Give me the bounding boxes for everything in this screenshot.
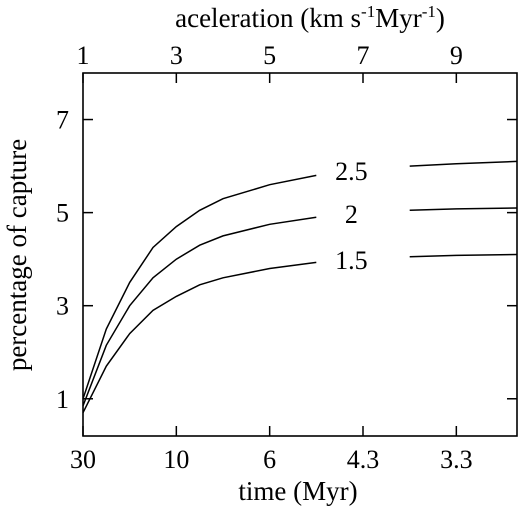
top-tick-label: 5 [263, 41, 276, 70]
curve-1.5-tail [409, 253, 518, 258]
tick-labels: 1 30 3 10 5 6 7 4.3 9 3.3 1 3 5 7 [56, 41, 473, 474]
x-tick-label: 10 [163, 445, 189, 474]
x-tick-label: 30 [70, 445, 96, 474]
curve-2.5-tail [409, 160, 518, 167]
top-axis-label-end: ) [436, 3, 445, 33]
ticks [82, 73, 517, 436]
top-axis-label-mid: Myr [375, 3, 422, 33]
top-axis-label-main: aceleration (km s [175, 3, 361, 33]
y-tick-label: 5 [56, 199, 69, 228]
curve-1.5 [82, 261, 317, 414]
curve-label: 1.5 [335, 246, 368, 275]
top-tick-label: 9 [450, 41, 463, 70]
top-axis-label-exp1: -1 [361, 2, 375, 21]
curve-2-tail [409, 207, 518, 212]
y-tick-label: 3 [56, 292, 69, 321]
x-axis-label: time (Myr) [238, 476, 357, 506]
x-tick-label: 4.3 [347, 445, 380, 474]
y-tick-label: 1 [56, 385, 69, 414]
curve-label: 2.5 [335, 157, 368, 186]
curve-2.5 [82, 174, 317, 400]
top-tick-label: 7 [357, 41, 370, 70]
top-tick-label: 3 [170, 41, 183, 70]
curve-label: 2 [345, 200, 358, 229]
x-tick-label: 6 [263, 445, 276, 474]
top-axis-label-exp2: -1 [422, 2, 436, 21]
y-tick-label: 7 [56, 106, 69, 135]
top-tick-label: 1 [77, 41, 90, 70]
x-tick-label: 3.3 [440, 445, 473, 474]
curves [82, 160, 518, 414]
curve-2 [82, 216, 317, 407]
y-axis-label: percentage of capture [2, 139, 32, 371]
top-axis-label: aceleration (km s-1Myr-1) [175, 2, 445, 33]
curve-labels: 2.5 2 1.5 [335, 157, 368, 275]
